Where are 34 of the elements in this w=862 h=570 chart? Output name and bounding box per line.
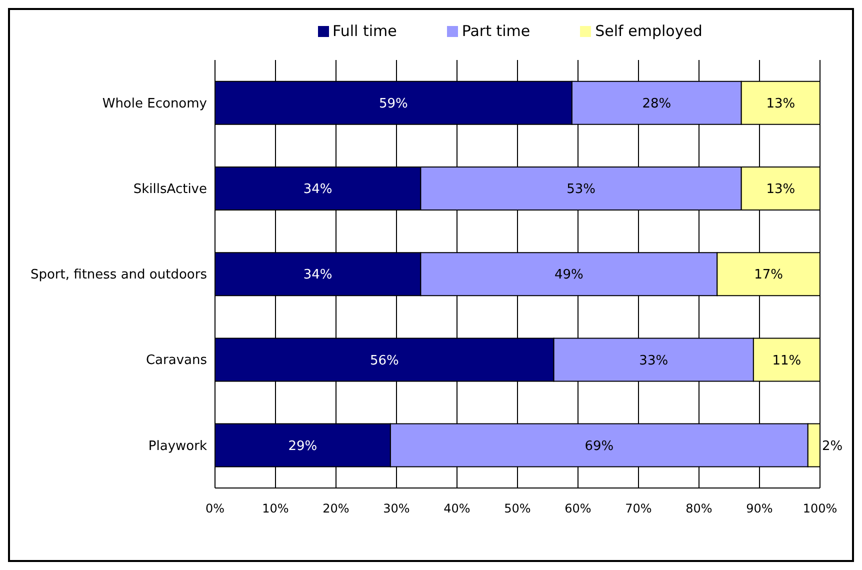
x-tick-label: 0%	[205, 502, 225, 516]
x-tick-label: 50%	[504, 502, 531, 516]
y-tick-label: Whole Economy	[102, 96, 208, 112]
x-tick-label: 80%	[686, 502, 712, 516]
y-tick-label: Playwork	[148, 438, 208, 454]
y-tick-label: SkillsActive	[133, 182, 207, 198]
legend-label: Part time	[462, 22, 530, 40]
x-tick-label: 60%	[564, 502, 592, 516]
x-tick-label: 100%	[802, 502, 838, 516]
data-label: 56%	[370, 353, 399, 368]
data-label: 49%	[554, 268, 584, 283]
data-label: 11%	[772, 353, 802, 368]
data-label: 2%	[822, 438, 843, 454]
data-label: 59%	[379, 96, 408, 112]
data-label: 33%	[639, 353, 668, 368]
x-tick-label: 20%	[322, 502, 350, 516]
data-label: 53%	[566, 182, 596, 198]
legend-label: Full time	[332, 22, 397, 40]
x-tick-label: 30%	[383, 502, 410, 516]
data-label: 34%	[303, 268, 332, 283]
data-label: 69%	[584, 438, 614, 454]
data-label: 17%	[754, 268, 784, 283]
y-tick-label: Sport, fitness and outdoors	[30, 268, 208, 283]
data-label: 28%	[642, 96, 672, 112]
x-tick-label: 10%	[262, 502, 289, 516]
x-tick-label: 70%	[625, 502, 652, 516]
data-label: 34%	[303, 182, 332, 198]
legend-label: Self employed	[595, 22, 702, 40]
data-label: 13%	[766, 96, 796, 112]
data-label: 13%	[766, 182, 796, 198]
data-label: 29%	[288, 438, 318, 454]
y-tick-label: Caravans	[146, 353, 208, 368]
x-tick-label: 40%	[444, 502, 470, 516]
x-tick-label: 90%	[746, 502, 773, 516]
